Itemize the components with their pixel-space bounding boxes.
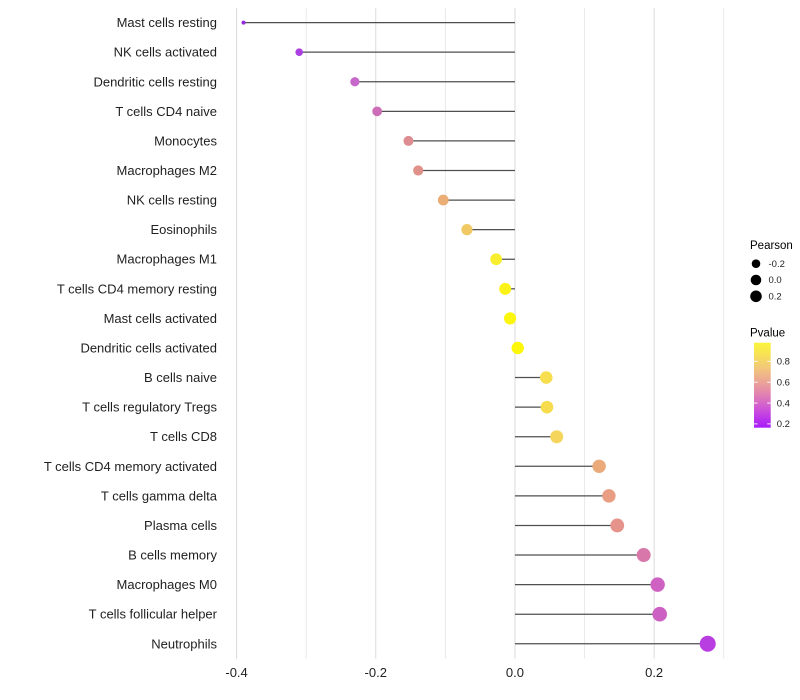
pvalue-color-legend: Pvalue 0.8 0.6 0.4 0.2 xyxy=(750,328,790,431)
x-axis-tick-label: 0.0 xyxy=(506,665,524,680)
y-axis-label: Macrophages M1 xyxy=(117,252,217,267)
y-axis-label: Dendritic cells activated xyxy=(80,340,217,355)
lollipop-dot xyxy=(499,282,512,295)
y-axis-label: T cells CD8 xyxy=(150,429,217,444)
lollipop-dot xyxy=(699,635,716,652)
y-axis-label: T cells follicular helper xyxy=(89,607,218,622)
lollipop-dot xyxy=(403,135,414,146)
lollipop-dot xyxy=(610,518,625,533)
pearson-legend-dot xyxy=(750,290,762,303)
lollipop-dot xyxy=(372,106,383,117)
lollipop-dot xyxy=(652,606,668,622)
y-axis-label: Macrophages M2 xyxy=(117,163,217,178)
y-axis-label: NK cells resting xyxy=(127,193,217,208)
pearson-legend-dot xyxy=(751,259,761,269)
lollipop-dot xyxy=(490,253,503,266)
lollipop-dot xyxy=(503,312,517,325)
x-axis-tick-label: -0.2 xyxy=(365,665,387,680)
lollipop-dot xyxy=(437,194,449,206)
y-axis-label: Plasma cells xyxy=(144,518,217,533)
pearson-legend-title: Pearson xyxy=(750,240,793,252)
lollipop-dot xyxy=(540,400,554,414)
lollipop-dot xyxy=(650,577,665,592)
x-axis-tick-label: 0.2 xyxy=(645,665,663,680)
lollipop-rows xyxy=(241,20,716,652)
lollipop-dot xyxy=(636,548,651,563)
y-axis-label: NK cells activated xyxy=(114,45,217,60)
lollipop-dot xyxy=(592,459,606,473)
lollipop-dot xyxy=(550,430,564,444)
pearson-size-legend: Pearson -0.2 0.0 0.2 xyxy=(750,240,793,303)
pvalue-legend-label: 0.4 xyxy=(777,398,790,409)
y-axis-label: T cells gamma delta xyxy=(101,488,218,503)
pearson-legend-dot xyxy=(750,274,762,286)
lollipop-dot xyxy=(241,20,246,25)
lollipop-dot xyxy=(461,224,473,236)
y-axis-label: T cells CD4 memory activated xyxy=(44,459,217,474)
pvalue-legend-label: 0.8 xyxy=(777,357,790,368)
pearson-legend-label: -0.2 xyxy=(769,259,785,270)
pearson-legend-label: 0.2 xyxy=(769,292,782,303)
pearson-legend-label: 0.0 xyxy=(769,275,782,286)
lollipop-dot xyxy=(350,77,360,87)
y-axis-labels: Mast cells resting NK cells activated Dend… xyxy=(44,15,218,651)
y-axis-label: Monocytes xyxy=(154,133,217,148)
y-axis-label: Dendritic cells resting xyxy=(93,74,217,89)
y-axis-label: T cells CD4 memory resting xyxy=(57,281,217,296)
x-axis-labels: -0.4 -0.2 0.0 0.2 xyxy=(225,665,663,680)
lollipop-dot xyxy=(511,341,524,355)
y-axis-label: T cells regulatory Tregs xyxy=(82,400,217,415)
y-axis-label: Mast cells activated xyxy=(104,311,217,326)
pvalue-legend-label: 0.6 xyxy=(777,377,790,388)
y-axis-label: T cells CD4 naive xyxy=(115,104,217,119)
lollipop-dot xyxy=(413,165,424,176)
y-axis-label: B cells naive xyxy=(144,370,217,385)
y-axis-label: B cells memory xyxy=(128,548,217,563)
pvalue-legend-title: Pvalue xyxy=(750,328,785,340)
y-axis-label: Neutrophils xyxy=(151,636,217,651)
x-axis-tick-label: -0.4 xyxy=(225,665,247,680)
pvalue-legend-label: 0.2 xyxy=(777,419,790,430)
y-axis-label: Eosinophils xyxy=(151,222,218,237)
pvalue-colorbar xyxy=(754,342,771,428)
y-axis-label: Mast cells resting xyxy=(117,15,217,30)
gridlines xyxy=(236,7,725,659)
lollipop-dot xyxy=(602,489,616,503)
lollipop-dot xyxy=(295,48,304,56)
y-axis-label: Macrophages M0 xyxy=(117,577,217,592)
lollipop-dot xyxy=(539,371,553,384)
